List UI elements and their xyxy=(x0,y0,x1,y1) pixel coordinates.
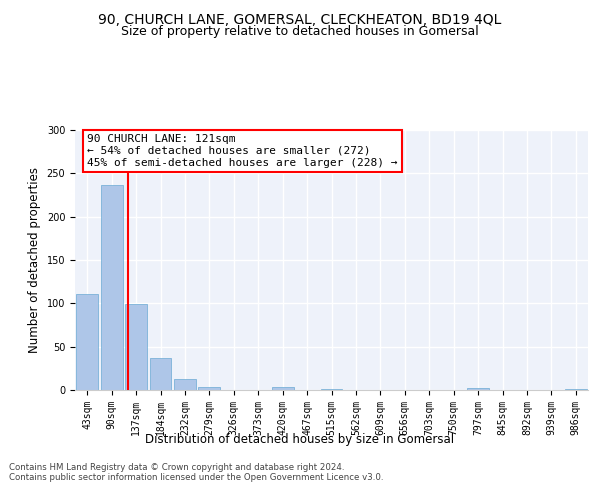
Bar xyxy=(125,304,147,390)
Bar xyxy=(565,389,587,390)
Bar xyxy=(149,358,172,390)
Y-axis label: Number of detached properties: Number of detached properties xyxy=(28,167,41,353)
Bar xyxy=(199,386,220,390)
Bar xyxy=(101,184,122,390)
Text: Distribution of detached houses by size in Gomersal: Distribution of detached houses by size … xyxy=(145,432,455,446)
Bar xyxy=(320,389,343,390)
Text: 90 CHURCH LANE: 121sqm
← 54% of detached houses are smaller (272)
45% of semi-de: 90 CHURCH LANE: 121sqm ← 54% of detached… xyxy=(88,134,398,168)
Bar xyxy=(272,388,293,390)
Text: Size of property relative to detached houses in Gomersal: Size of property relative to detached ho… xyxy=(121,25,479,38)
Bar xyxy=(174,378,196,390)
Bar xyxy=(467,388,489,390)
Text: Contains HM Land Registry data © Crown copyright and database right 2024.
Contai: Contains HM Land Registry data © Crown c… xyxy=(9,462,383,482)
Bar xyxy=(76,294,98,390)
Text: 90, CHURCH LANE, GOMERSAL, CLECKHEATON, BD19 4QL: 90, CHURCH LANE, GOMERSAL, CLECKHEATON, … xyxy=(98,12,502,26)
